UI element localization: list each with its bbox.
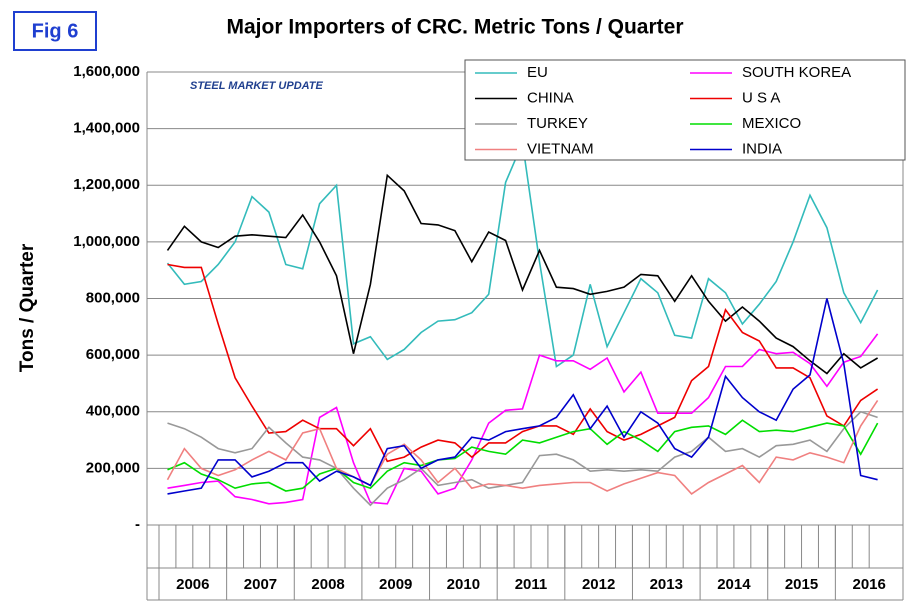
- x-tick-label: 2015: [785, 576, 818, 593]
- y-tick-label: 800,000: [86, 289, 140, 306]
- legend-label: TURKEY: [527, 115, 588, 132]
- y-tick-label: 400,000: [86, 403, 140, 420]
- series-line: [167, 333, 879, 505]
- legend-label: EU: [527, 64, 548, 81]
- chart-title: Major Importers of CRC. Metric Tons / Qu…: [226, 16, 683, 39]
- badge-box: [13, 11, 97, 51]
- y-tick-label: 600,000: [86, 346, 140, 363]
- legend-label: MEXICO: [742, 115, 801, 132]
- logo: STEEL MARKET UPDATE: [190, 80, 323, 92]
- series-line: [167, 410, 878, 507]
- x-tick-label: 2009: [379, 576, 412, 593]
- y-axis-label: Tons / Quarter: [17, 243, 38, 372]
- series-line: [166, 399, 879, 495]
- y-tick-label: 1,000,000: [73, 233, 140, 250]
- y-tick-label: 1,200,000: [73, 176, 140, 193]
- legend-box: [464, 59, 906, 161]
- x-tick-label: 2012: [582, 576, 615, 593]
- x-tick-label: 2011: [515, 576, 548, 593]
- x-tick-label: 2006: [176, 576, 209, 593]
- x-tick-label: 2010: [447, 576, 480, 593]
- legend-label: SOUTH KOREA: [742, 64, 851, 81]
- series-line: [167, 419, 879, 492]
- series-line: [167, 298, 878, 495]
- legend-label: U S A: [742, 89, 780, 106]
- y-tick-label: 200,000: [86, 459, 140, 476]
- legend-label: INDIA: [742, 140, 782, 157]
- legend-label: CHINA: [527, 89, 574, 106]
- y-tick-label: 1,400,000: [73, 120, 140, 137]
- legend-label: VIETNAM: [527, 140, 594, 157]
- y-tick-label: 1,600,000: [73, 63, 140, 80]
- y-tick-label: -: [135, 516, 140, 533]
- x-tick-label: 2007: [244, 576, 277, 593]
- series-line: [166, 173, 879, 375]
- badge: Fig 6: [32, 20, 79, 42]
- x-tick-label: 2008: [311, 576, 344, 593]
- x-tick-label: 2014: [717, 576, 751, 593]
- x-tick-label: 2013: [650, 576, 683, 593]
- series-line: [167, 263, 879, 463]
- x-tick-label: 2016: [852, 576, 885, 593]
